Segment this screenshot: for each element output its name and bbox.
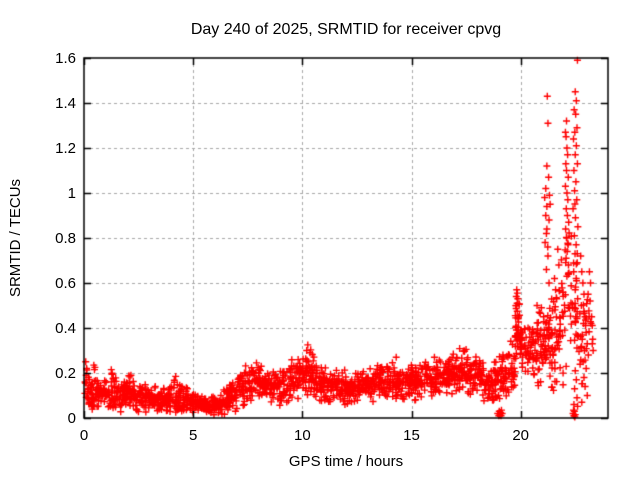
x-tick-label: 0 [79, 427, 89, 444]
y-tick-label: 0.6 [55, 275, 76, 292]
y-tick-label: 1 [67, 185, 76, 202]
chart-title: Day 240 of 2025, SRMTID for receiver cpv… [190, 21, 502, 38]
y-tick-label: 1.4 [55, 95, 76, 112]
x-tick-label: 10 [293, 427, 311, 444]
x-axis-label: GPS time / hours [288, 453, 404, 470]
x-tick-label: 5 [188, 427, 198, 444]
x-tick-label: 20 [512, 427, 529, 444]
y-tick-label: 1.2 [55, 140, 76, 157]
y-tick-label: 0.8 [55, 230, 76, 247]
y-tick-label: 0 [67, 410, 76, 427]
x-tick-label: 15 [403, 427, 420, 444]
y-tick-label: 1.6 [55, 50, 76, 67]
y-tick-label: 0.4 [55, 320, 76, 337]
y-tick-label: 0.2 [55, 365, 76, 382]
